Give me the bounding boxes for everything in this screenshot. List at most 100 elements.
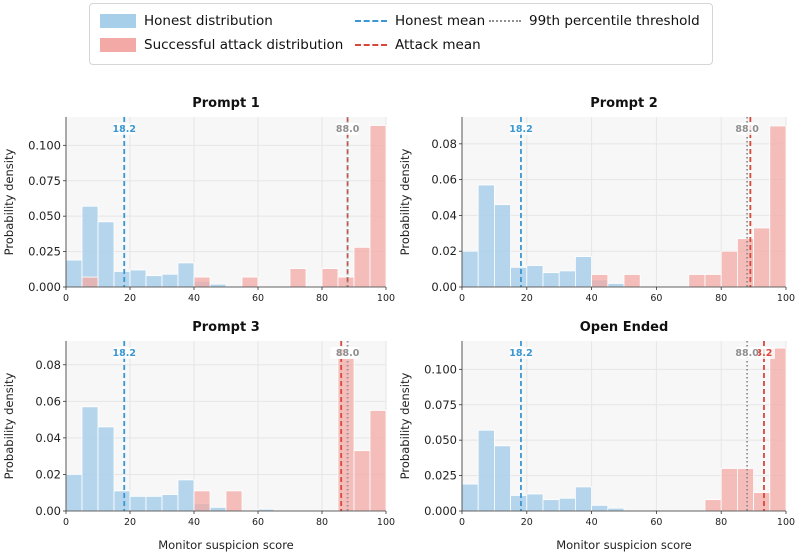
attack-bar — [289, 268, 307, 288]
y-tick-label: 0.00 — [35, 504, 61, 518]
x-tick-label: 60 — [252, 293, 264, 304]
chart-panel-3: 18.2888.00204060801000.000.020.040.060.0… — [2, 320, 395, 552]
y-axis-label: Probability density — [398, 373, 412, 480]
y-tick-label: 0.075 — [28, 174, 61, 188]
attack-bar — [353, 450, 371, 512]
y-tick-label: 0.06 — [431, 173, 457, 187]
threshold-label: 88.0 — [735, 348, 759, 359]
attack-bar — [241, 276, 259, 288]
y-axis-label: Probability density — [2, 373, 16, 480]
legend-item-honest-mean: Honest mean — [355, 13, 485, 29]
attack-bar — [623, 274, 641, 288]
attack-mean-label-bg — [752, 347, 775, 359]
honest-mean-label: 18.2 — [113, 124, 136, 135]
x-tick-label: 100 — [377, 293, 395, 304]
honest-bar — [558, 497, 576, 512]
legend-label-honest-mean: Honest mean — [395, 13, 486, 29]
x-tick-label: 40 — [586, 517, 598, 528]
honest-bar — [510, 266, 528, 288]
honest-mean-label: 18.2 — [509, 124, 532, 135]
chart-title: Open Ended — [580, 320, 669, 335]
honest-bar — [177, 262, 195, 288]
honest-distribution-swatch — [100, 14, 136, 28]
honest-bar — [161, 494, 179, 512]
honest-bar — [510, 495, 528, 512]
x-tick-label: 20 — [521, 293, 533, 304]
y-tick-label: 0.000 — [28, 280, 61, 294]
threshold-label-bg — [736, 123, 759, 135]
x-tick-label: 40 — [188, 517, 200, 528]
x-tick-label: 0 — [63, 517, 69, 528]
honest-bar — [558, 270, 576, 288]
x-tick-label: 60 — [252, 517, 264, 528]
honest-bar — [542, 272, 560, 288]
chart-title: Prompt 3 — [192, 320, 260, 335]
legend-label-honest-distribution: Honest distribution — [144, 13, 273, 29]
attack-bar — [193, 276, 211, 288]
legend-label-threshold: 99th percentile threshold — [529, 13, 700, 29]
honest-bar — [607, 507, 625, 512]
y-tick-label: 0.000 — [424, 504, 457, 518]
plot-background — [66, 341, 386, 511]
honest-bar — [145, 495, 163, 512]
chart-panel-4: 18.2 3.288.0 0 20 40 60 80 100 0.000 0.025 0.050 0.… — [398, 320, 795, 552]
y-tick-label: 0.04 — [35, 431, 61, 445]
honest-bar — [161, 273, 179, 288]
honest-bar — [81, 205, 99, 288]
honest-mean-label: 18.2 — [509, 348, 532, 359]
y-tick-label: 0.025 — [28, 245, 61, 259]
threshold-label-bg — [736, 347, 759, 359]
honest-bar — [129, 269, 147, 288]
y-tick-label: 0.08 — [35, 358, 61, 372]
x-tick-label: 80 — [316, 517, 328, 528]
y-tick-label: 0.100 — [28, 138, 61, 152]
x-tick-label: 100 — [377, 517, 395, 528]
honest-bar — [607, 283, 625, 288]
attack-bar — [753, 492, 771, 512]
attack-bar — [337, 276, 355, 288]
honest-bar — [65, 474, 83, 512]
x-tick-label: 100 — [777, 517, 795, 528]
honest-bar — [461, 483, 479, 512]
honest-bar — [113, 271, 131, 288]
attack-bar — [769, 347, 787, 512]
attack-bar — [688, 274, 706, 288]
honest-bar — [177, 479, 195, 512]
y-axis-label: Probability density — [2, 149, 16, 256]
honest-bar — [461, 250, 479, 288]
attack-bar — [81, 276, 99, 288]
y-tick-label: 0.08 — [431, 137, 457, 151]
honest-bar — [209, 283, 227, 288]
chart-panel-2: 18.2 88.0 0 20 40 60 80 100 0.00 0.02 0.04 0.06 0.08… — [398, 96, 795, 304]
attack-bar — [353, 246, 371, 288]
honest-bar — [129, 495, 147, 512]
honest-bar — [81, 406, 99, 512]
honest-mean-label-bg — [113, 347, 136, 359]
legend-item-threshold: 99th percentile threshold — [489, 13, 700, 29]
honest-mean-line-swatch — [355, 20, 387, 22]
threshold-label: 88.0 — [336, 348, 360, 359]
x-axis-label: Monitor suspicion score — [556, 538, 692, 552]
honest-bar — [97, 426, 115, 512]
x-tick-label: 0 — [459, 517, 465, 528]
threshold-label-bg — [336, 347, 359, 359]
legend-label-attack-mean: Attack mean — [395, 37, 481, 53]
x-tick-label: 40 — [188, 293, 200, 304]
attack-bar — [591, 274, 609, 288]
attack-bar — [769, 125, 787, 288]
x-tick-label: 20 — [521, 517, 533, 528]
x-tick-label: 0 — [459, 293, 465, 304]
x-tick-label: 0 — [63, 293, 69, 304]
legend-item-attack-mean: Attack mean — [355, 37, 481, 53]
honest-bar — [493, 204, 511, 288]
threshold-label: 88.0 — [735, 124, 759, 135]
threshold-line-swatch — [489, 20, 521, 22]
honest-bar — [477, 184, 495, 288]
y-tick-label: 0.025 — [424, 469, 457, 483]
attack-bar — [704, 274, 722, 288]
attack-bar — [720, 468, 738, 512]
honest-mean-label: 18.2 — [113, 348, 136, 359]
honest-bar — [526, 265, 544, 288]
attack-mean-label: 3.2 — [756, 348, 773, 359]
x-tick-label: 80 — [715, 293, 727, 304]
